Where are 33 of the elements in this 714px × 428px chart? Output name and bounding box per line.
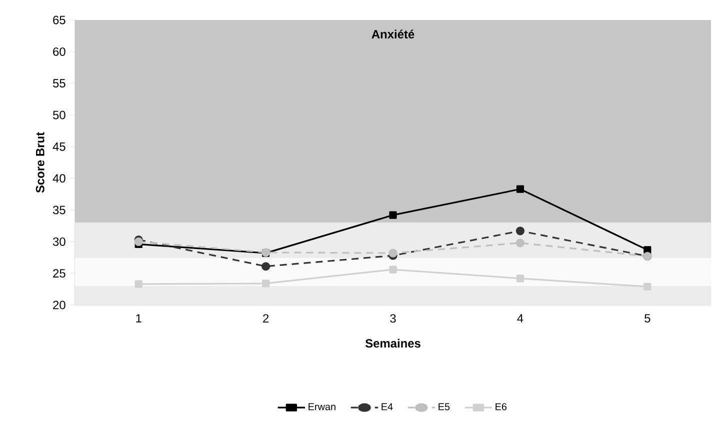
y-tick-label: 50 (53, 110, 66, 120)
point (262, 262, 270, 271)
y-tick-label: 30 (52, 237, 66, 246)
x-tick-label: 5 (644, 314, 650, 323)
point (389, 211, 397, 219)
legend-label: E5 (438, 403, 450, 410)
point (388, 248, 398, 258)
x-tick-label: 3 (390, 314, 396, 323)
y-tick-label: 45 (52, 142, 66, 151)
point (516, 238, 525, 248)
legend-label: E6 (496, 403, 507, 410)
x-axis-title: Semaines (365, 338, 420, 348)
y-tick-label: 55 (53, 79, 66, 88)
point (644, 282, 652, 290)
point (389, 266, 397, 274)
legend-label: Erwan (308, 403, 336, 410)
y-tick-label: 20 (53, 300, 66, 310)
y-axis-title: Score Brut (36, 132, 44, 193)
x-tick-label: 1 (136, 314, 142, 322)
point (134, 280, 142, 288)
legend-label: E4 (382, 403, 393, 410)
point (516, 185, 524, 193)
point (516, 274, 524, 282)
y-tick-label: 65 (53, 16, 66, 24)
y-tick-label: 40 (52, 174, 66, 183)
y-tick-label: 35 (52, 206, 66, 214)
y-tick-label: 25 (53, 269, 66, 278)
x-tick-label: 4 (517, 314, 524, 322)
x-tick-label: 2 (263, 314, 269, 323)
y-tick-label: 60 (53, 47, 66, 56)
point (516, 226, 525, 236)
point (262, 280, 270, 288)
text: Anxiété (372, 30, 414, 38)
